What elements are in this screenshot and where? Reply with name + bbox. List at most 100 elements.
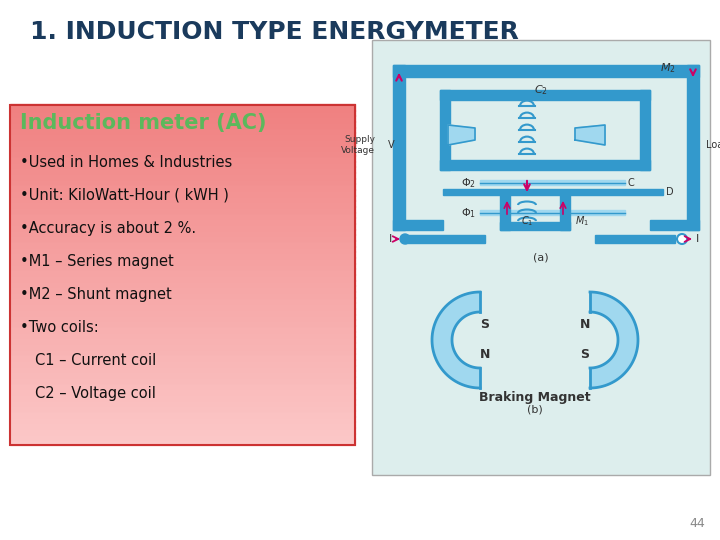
Bar bbox=[560, 195, 570, 230]
Bar bbox=[10, 348, 355, 354]
Bar bbox=[10, 212, 355, 218]
Bar bbox=[10, 342, 355, 349]
Text: •Used in Homes & Industries: •Used in Homes & Industries bbox=[20, 155, 233, 170]
Bar bbox=[10, 262, 355, 269]
Text: $\Phi_1$: $\Phi_1$ bbox=[461, 206, 476, 220]
Text: Braking Magnet: Braking Magnet bbox=[480, 390, 591, 403]
Bar bbox=[10, 416, 355, 422]
Bar bbox=[10, 228, 355, 235]
Bar bbox=[500, 222, 570, 230]
Bar bbox=[10, 330, 355, 338]
Bar bbox=[10, 246, 355, 252]
Bar bbox=[650, 220, 699, 230]
Bar bbox=[393, 65, 405, 230]
Circle shape bbox=[677, 234, 687, 244]
Text: $M_1$: $M_1$ bbox=[575, 214, 589, 228]
Bar bbox=[10, 336, 355, 343]
Text: $C_2$: $C_2$ bbox=[534, 83, 548, 97]
Bar bbox=[10, 296, 355, 303]
Bar bbox=[10, 104, 355, 111]
Bar bbox=[10, 234, 355, 241]
Bar bbox=[10, 161, 355, 167]
Text: •Two coils:: •Two coils: bbox=[20, 320, 99, 335]
Text: (a): (a) bbox=[534, 252, 549, 262]
Bar bbox=[10, 200, 355, 207]
Bar bbox=[10, 393, 355, 400]
Text: (b): (b) bbox=[527, 405, 543, 415]
Text: 44: 44 bbox=[689, 517, 705, 530]
Text: S: S bbox=[580, 348, 590, 361]
Bar bbox=[10, 325, 355, 332]
Text: •Unit: KiloWatt-Hour ( kWH ): •Unit: KiloWatt-Hour ( kWH ) bbox=[20, 188, 229, 203]
Bar bbox=[10, 370, 355, 377]
Bar bbox=[10, 206, 355, 213]
Bar bbox=[10, 382, 355, 388]
Text: V: V bbox=[388, 140, 395, 150]
Bar bbox=[372, 40, 710, 475]
Bar bbox=[10, 110, 355, 116]
Bar bbox=[10, 223, 355, 230]
Bar bbox=[10, 166, 355, 173]
Bar bbox=[10, 194, 355, 201]
Bar bbox=[10, 308, 355, 315]
Bar bbox=[405, 235, 485, 243]
Bar bbox=[10, 155, 355, 161]
Bar bbox=[10, 433, 355, 440]
Text: S: S bbox=[480, 319, 490, 332]
Bar bbox=[480, 180, 625, 185]
Bar bbox=[393, 65, 699, 77]
Bar bbox=[10, 359, 355, 366]
Bar bbox=[440, 160, 650, 170]
Bar bbox=[10, 150, 355, 156]
Text: •M1 – Series magnet: •M1 – Series magnet bbox=[20, 254, 174, 269]
Bar bbox=[10, 319, 355, 326]
Polygon shape bbox=[448, 125, 475, 145]
Text: D: D bbox=[666, 187, 674, 197]
Text: 1. INDUCTION TYPE ENERGYMETER: 1. INDUCTION TYPE ENERGYMETER bbox=[30, 20, 519, 44]
Bar bbox=[10, 257, 355, 264]
Bar bbox=[10, 427, 355, 434]
Text: N: N bbox=[480, 348, 490, 361]
Bar bbox=[10, 399, 355, 406]
Bar bbox=[10, 421, 355, 428]
Bar bbox=[440, 90, 650, 100]
Bar bbox=[10, 268, 355, 275]
Text: Load: Load bbox=[706, 140, 720, 150]
Bar bbox=[10, 121, 355, 127]
Bar bbox=[443, 189, 663, 195]
Bar bbox=[10, 438, 355, 445]
Bar bbox=[10, 291, 355, 298]
Bar bbox=[393, 220, 443, 230]
Bar bbox=[10, 144, 355, 150]
Text: Supply
Voltage: Supply Voltage bbox=[341, 134, 375, 156]
Bar bbox=[500, 195, 510, 230]
Bar bbox=[10, 184, 355, 190]
Text: C: C bbox=[627, 178, 634, 188]
Bar bbox=[440, 90, 450, 170]
Bar bbox=[10, 127, 355, 133]
Bar bbox=[10, 132, 355, 139]
Bar bbox=[10, 353, 355, 360]
Text: C2 – Voltage coil: C2 – Voltage coil bbox=[35, 386, 156, 401]
Text: I: I bbox=[388, 234, 392, 244]
Bar bbox=[10, 251, 355, 258]
Bar bbox=[10, 116, 355, 122]
Text: Induction meter (AC): Induction meter (AC) bbox=[20, 113, 266, 133]
Bar bbox=[10, 217, 355, 224]
Text: •Accuracy is about 2 %.: •Accuracy is about 2 %. bbox=[20, 221, 196, 236]
Text: •M2 – Shunt magnet: •M2 – Shunt magnet bbox=[20, 287, 172, 302]
Polygon shape bbox=[575, 125, 605, 145]
Bar bbox=[10, 178, 355, 184]
Bar bbox=[595, 235, 675, 243]
Text: $\Phi_2$: $\Phi_2$ bbox=[461, 176, 476, 190]
Text: $C_1$: $C_1$ bbox=[521, 214, 534, 228]
Text: $M_2$: $M_2$ bbox=[660, 61, 676, 75]
Bar bbox=[10, 138, 355, 145]
Bar bbox=[10, 172, 355, 179]
Bar bbox=[10, 274, 355, 281]
Bar bbox=[10, 285, 355, 292]
Bar bbox=[10, 280, 355, 286]
Bar bbox=[10, 302, 355, 309]
Bar bbox=[10, 364, 355, 372]
Bar bbox=[480, 210, 625, 215]
